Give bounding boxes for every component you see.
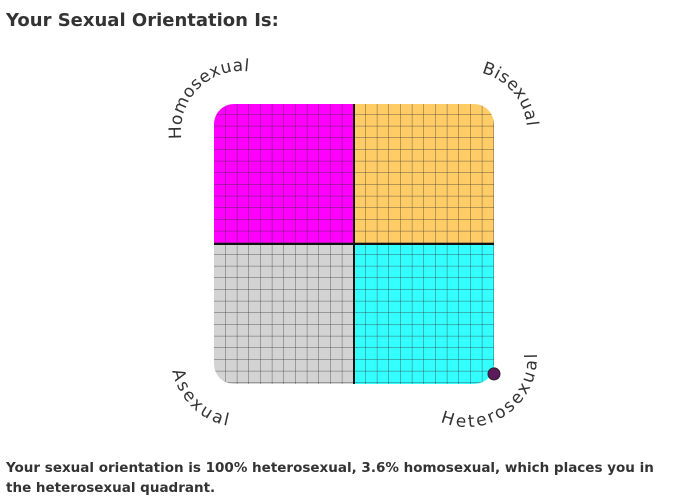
result-point: [487, 367, 501, 381]
result-text: Your sexual orientation is 100% heterose…: [6, 460, 654, 496]
title: Your Sexual Orientation Is:: [6, 10, 279, 31]
